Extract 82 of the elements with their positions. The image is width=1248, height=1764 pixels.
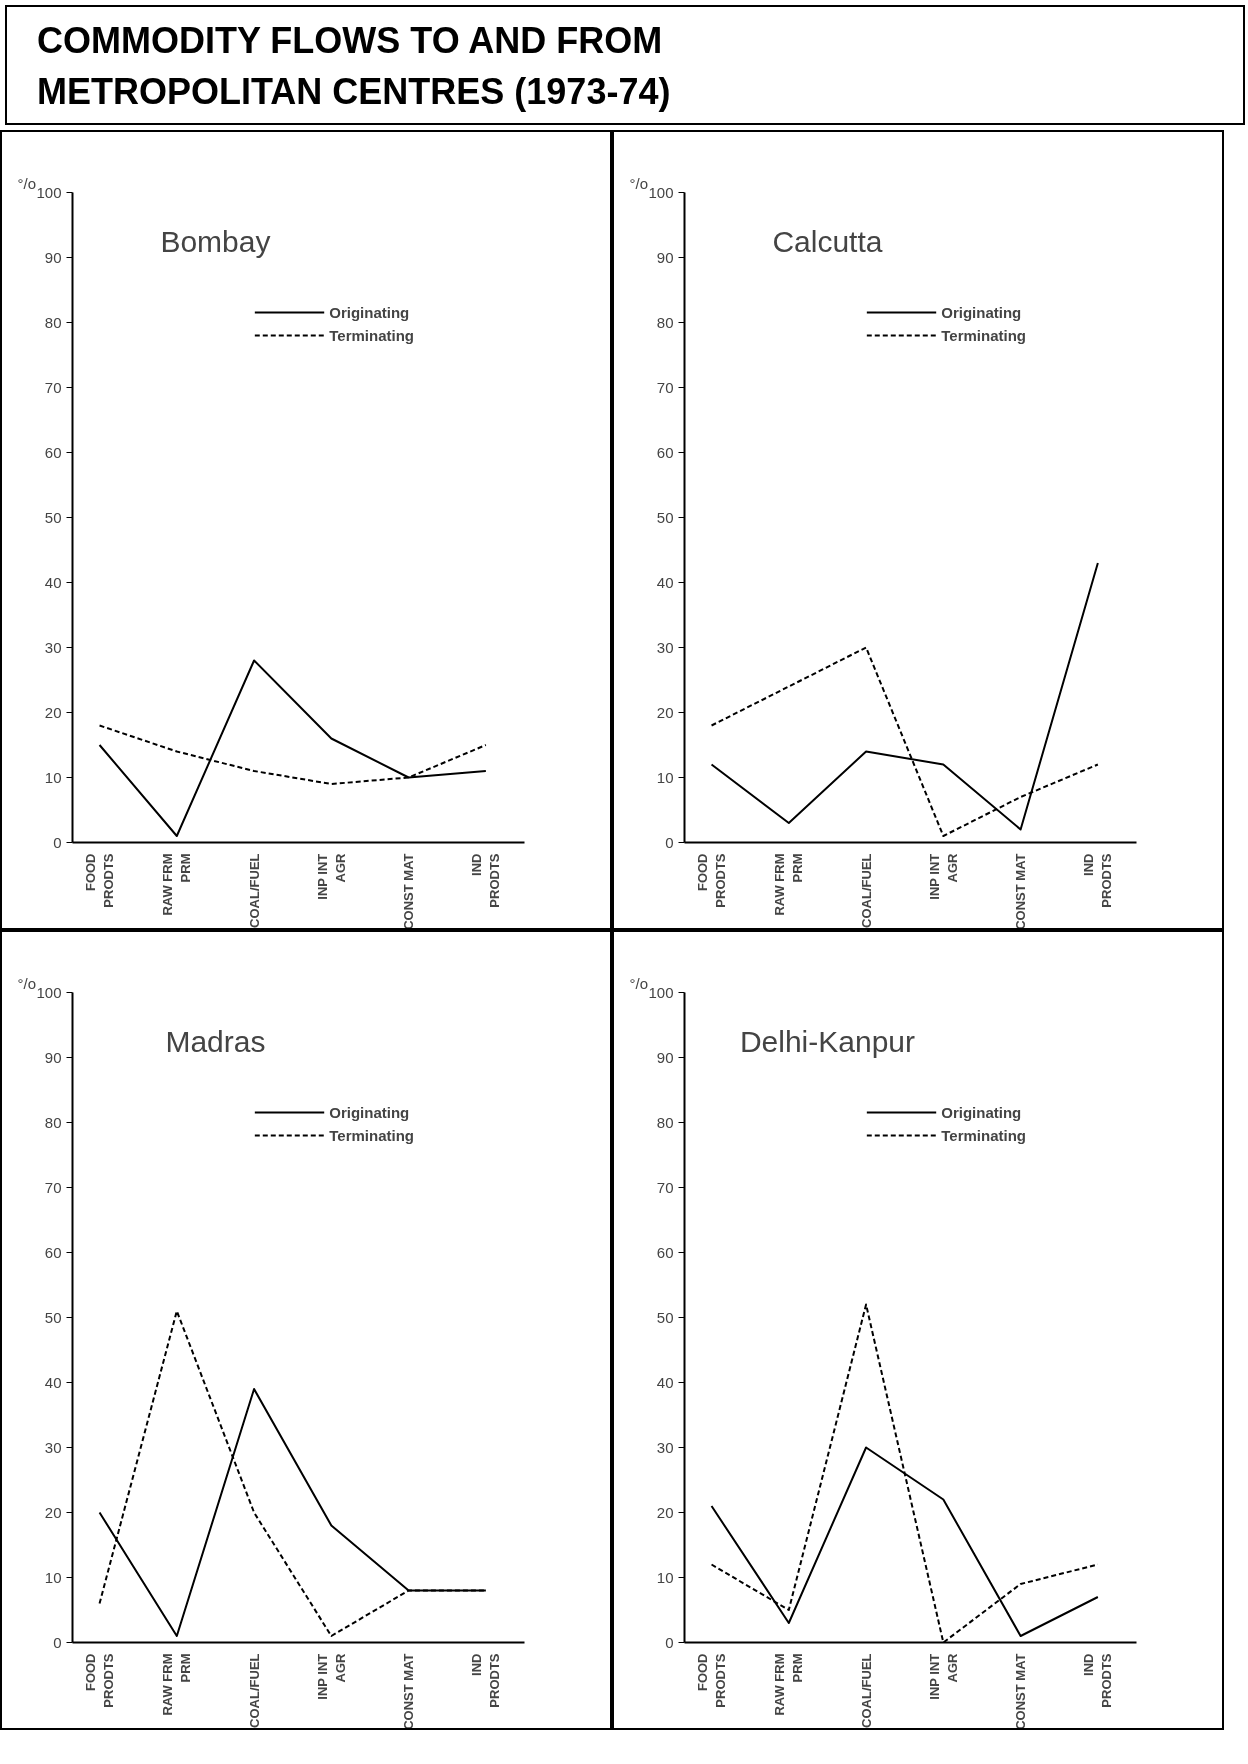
y-tick-label: 80 [656,313,674,331]
y-tick-label: 90 [44,248,62,266]
y-tick-label: 10 [656,1568,674,1586]
x-tick-label: COAL/FUEL [246,853,262,928]
y-tick-label: 60 [656,1243,674,1261]
line-series [98,659,487,837]
y-axis-title: °/o [17,174,37,192]
legend-label: Terminating [329,326,414,344]
y-tick-label: 0 [665,833,674,851]
x-tick-label: INP INT AGR [926,1652,960,1700]
legend-label: Originating [329,1103,410,1121]
y-tick-label: 30 [44,638,62,656]
y-tick-label: 60 [656,443,674,461]
legend-label: Terminating [941,326,1026,344]
y-tick-label: 70 [656,378,674,396]
y-tick-label: 10 [44,768,62,786]
x-tick-label: IND PRODTS [469,1653,503,1708]
legend-label: Terminating [329,1126,414,1144]
y-tick-label: 20 [656,1503,674,1521]
x-tick-label: INP INT AGR [926,852,960,900]
y-tick-label: 50 [656,1308,674,1326]
text: Bombay [160,224,271,258]
legend-label: Originating [941,1103,1022,1121]
y-tick-label: 30 [44,1438,62,1456]
x-tick-label: FOOD PRODTS [695,1653,729,1708]
y-tick-label: 100 [648,183,674,201]
y-tick-label: 80 [44,1113,62,1131]
y-tick-label: 100 [36,183,62,201]
x-tick-label: RAW FRM PRM [160,1653,194,1716]
y-tick-label: 0 [53,1633,62,1651]
x-tick-label: RAW FRM PRM [160,853,194,916]
y-tick-label: 30 [656,638,674,656]
y-tick-label: 10 [44,1568,62,1586]
x-tick-label: RAW FRM PRM [772,1653,806,1716]
y-tick-label: 0 [665,1633,674,1651]
x-tick-label: RAW FRM PRM [772,853,806,916]
y-tick-label: 60 [44,443,62,461]
x-tick-label: INP INT AGR [314,1652,348,1700]
y-tick-label: 90 [656,248,674,266]
y-tick-label: 50 [656,508,674,526]
y-tick-label: 40 [656,1373,674,1391]
text: COMMODITY FLOWS TO AND FROM METROPOLITAN CENTRES (1973-74) [37,19,671,115]
x-tick-label: FOOD PRODTS [83,1653,117,1708]
legend-label: Originating [941,303,1022,321]
text: Madras [165,1024,266,1058]
x-tick-label: IND PRODTS [1081,853,1115,908]
y-tick-label: 90 [656,1048,674,1066]
x-tick-label: COAL/FUEL [246,1653,262,1728]
legend-label: Terminating [941,1126,1026,1144]
y-tick-label: 40 [44,573,62,591]
y-tick-label: 70 [44,378,62,396]
y-tick-label: 20 [656,703,674,721]
x-tick-label: COAL/FUEL [858,853,874,928]
y-tick-label: 20 [44,1503,62,1521]
x-tick-label: FOOD PRODTS [695,853,729,908]
y-tick-label: 70 [44,1178,62,1196]
x-tick-label: IND PRODTS [1081,1653,1115,1708]
y-tick-label: 40 [656,573,674,591]
y-tick-label: 100 [648,983,674,1001]
text: Delhi-Kanpur [739,1024,915,1058]
y-tick-label: 70 [656,1178,674,1196]
y-tick-label: 50 [44,1308,62,1326]
x-tick-label: FOOD PRODTS [83,853,117,908]
y-tick-label: 30 [656,1438,674,1456]
x-tick-label: IND PRODTS [469,853,503,908]
y-axis-title: °/o [629,174,649,192]
text: Calcutta [772,224,883,258]
y-tick-label: 0 [53,833,62,851]
y-tick-label: 40 [44,1373,62,1391]
y-tick-label: 100 [36,983,62,1001]
x-tick-label: INP INT AGR [314,852,348,900]
y-tick-label: 90 [44,1048,62,1066]
y-tick-label: 60 [44,1243,62,1261]
y-axis-title: °/o [17,974,37,992]
y-axis-title: °/o [629,974,649,992]
y-tick-label: 20 [44,703,62,721]
legend-label: Originating [329,303,410,321]
x-tick-label: COAL/FUEL [858,1653,874,1728]
y-tick-label: 50 [44,508,62,526]
y-tick-label: 80 [44,313,62,331]
y-tick-label: 10 [656,768,674,786]
y-tick-label: 80 [656,1113,674,1131]
